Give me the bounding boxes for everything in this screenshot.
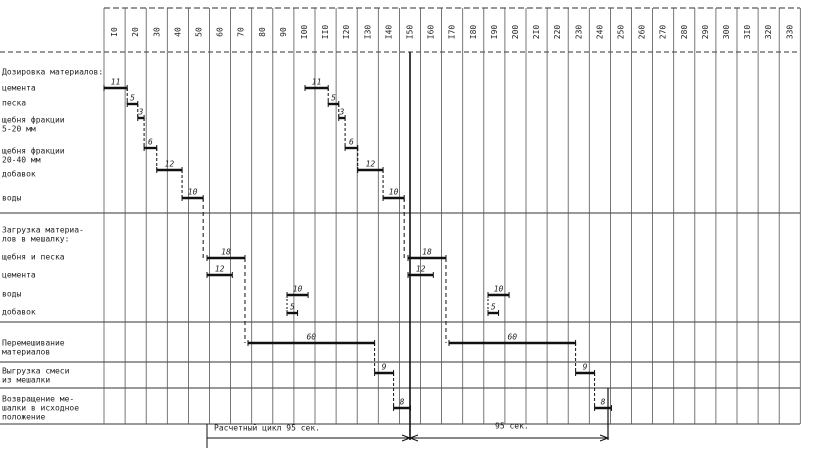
column-label: 60 [216,27,225,37]
row-label: шалки в исходное [2,404,79,413]
column-label: 230 [574,25,583,40]
column-label: I20 [342,25,351,40]
duration-label: 3 [138,108,144,117]
row-label: цемента [2,271,36,280]
row-label: Возвращение ме- [2,395,74,404]
duration-label: 11 [312,78,322,87]
column-label: 300 [722,25,731,40]
duration-label: 10 [494,285,504,294]
row-label: Загрузка материа- [2,226,84,235]
column-label: 30 [152,27,161,37]
column-label: I0 [110,27,119,37]
row-label: положение [2,413,46,422]
duration-label: 5 [290,303,295,312]
duration-label: 5 [491,303,496,312]
duration-label: 12 [366,160,376,169]
row-label: щебня фракции [2,146,65,156]
duration-label: 6 [148,138,153,147]
column-label: I50 [405,25,414,40]
row-label: щебня фракции [2,115,65,125]
column-label: 250 [616,25,625,40]
duration-label: 8 [601,398,606,407]
column-label: 200 [511,25,520,40]
row-label: из мешалки [2,376,50,385]
column-label: 270 [659,25,668,40]
column-label: 260 [638,25,647,40]
column-label: 320 [764,25,773,40]
duration-label: 60 [507,333,517,342]
column-label: I60 [427,25,436,40]
duration-label: 60 [306,333,316,342]
row-label: материалов [2,348,50,357]
row-label: песка [2,99,26,108]
arrowhead [599,434,610,442]
column-label: 290 [701,25,710,40]
column-label: 280 [680,25,689,40]
column-label: 220 [553,25,562,40]
row-label: 20-40 мм [2,156,41,165]
row-label: добавок [2,307,36,317]
row-label: воды [2,290,21,299]
column-label: 80 [258,27,267,37]
duration-label: 18 [422,248,432,257]
duration-label: 12 [165,160,175,169]
column-label: 240 [595,25,604,40]
duration-label: 9 [583,363,588,372]
row-label: лов в мешалку: [2,235,69,244]
duration-label: 10 [188,188,198,197]
duration-label: 12 [416,265,426,274]
row-label: цемента [2,84,36,93]
cycle-label: Расчетный цикл 95 сек. [214,424,320,433]
row-label: добавок [2,169,36,179]
column-label: 20 [131,27,140,37]
column-label: I80 [469,25,478,40]
column-label: 40 [173,27,182,37]
column-label: 3I0 [743,25,752,40]
duration-label: 9 [382,363,387,372]
row-label: Выгрузка смеси [2,367,70,376]
arrowhead [408,434,419,442]
column-label: I30 [363,25,372,40]
column-label: 50 [194,27,203,37]
column-label: I00 [300,25,309,40]
cycle-label: 95 сек. [495,422,529,431]
duration-label: 10 [389,188,399,197]
duration-label: 5 [130,94,135,103]
column-label: II0 [321,25,330,40]
duration-label: 6 [349,138,354,147]
column-label: I70 [448,25,457,40]
column-label: 90 [279,27,288,37]
duration-label: 11 [111,78,121,87]
duration-label: 18 [221,248,231,257]
duration-label: 5 [331,94,336,103]
row-label: 5-20 мм [2,125,36,134]
duration-label: 10 [293,285,303,294]
duration-label: 3 [339,108,345,117]
column-label: 70 [237,27,246,37]
column-label: I90 [490,25,499,40]
duration-label: 8 [400,398,405,407]
column-label: 2I0 [532,25,541,40]
column-label: I40 [384,25,393,40]
row-label: Перемешивание [2,339,65,348]
row-label: воды [2,194,21,203]
row-label: Дозировка материалов: [2,68,103,77]
column-label: 330 [785,25,794,40]
duration-label: 12 [215,265,225,274]
row-label: щебня и песка [2,252,65,262]
